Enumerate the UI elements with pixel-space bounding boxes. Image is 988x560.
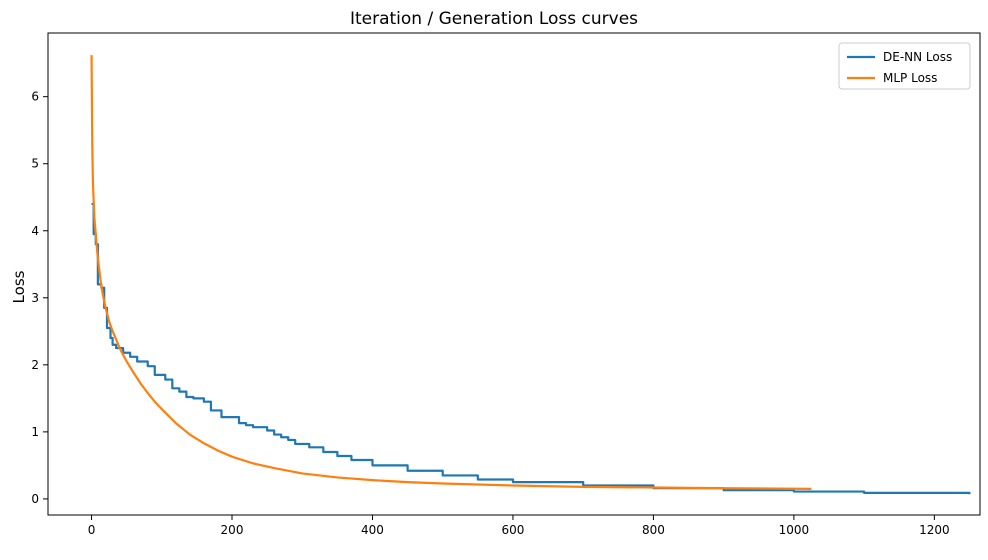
x-tick-label: 1000: [779, 523, 810, 537]
plot-frame: [47, 32, 981, 516]
x-tick-label: 0: [88, 523, 96, 537]
y-tick-label: 2: [31, 358, 39, 372]
x-tick-label: 400: [361, 523, 384, 537]
legend-label-0: DE-NN Loss: [883, 50, 952, 64]
x-tick-label: 200: [221, 523, 244, 537]
y-tick-label: 3: [31, 291, 39, 305]
y-axis-label: Loss: [10, 270, 28, 303]
legend: DE-NN Loss MLP Loss: [838, 42, 971, 90]
y-tick-label: 1: [31, 425, 39, 439]
series-line-1: [90, 55, 812, 490]
legend-label-1: MLP Loss: [883, 71, 937, 85]
plot-area: 0 200 400 600 800 1000 1200 0 1 2 3 4 5 6: [31, 32, 981, 537]
x-tick-label: 800: [642, 523, 665, 537]
y-tick-label: 0: [31, 492, 39, 506]
x-tick-label: 1200: [919, 523, 950, 537]
y-tick-label: 6: [31, 90, 39, 104]
series-line-0: [91, 202, 971, 495]
y-tick-label: 4: [31, 224, 39, 238]
chart-title: Iteration / Generation Loss curves: [350, 9, 638, 29]
y-tick-label: 5: [31, 157, 39, 171]
x-tick-label: 600: [501, 523, 524, 537]
